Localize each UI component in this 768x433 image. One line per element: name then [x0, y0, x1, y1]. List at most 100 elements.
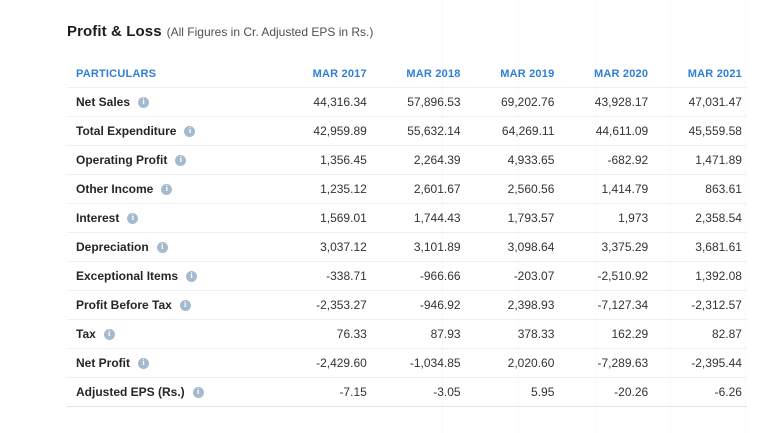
cell-value: -966.66	[419, 269, 461, 283]
cell-value: -2,353.27	[316, 298, 367, 312]
cell-value: 57,896.53	[407, 95, 461, 109]
info-icon[interactable]: i	[175, 154, 187, 166]
cell-value: 2,601.67	[413, 182, 461, 196]
info-icon[interactable]: i	[127, 212, 139, 224]
info-icon[interactable]: i	[156, 241, 168, 253]
column-header-mar-2020: MAR 2020	[594, 68, 649, 80]
cell-value: -2,395.44	[691, 356, 742, 370]
row-label: Adjusted EPS (Rs.)	[76, 385, 185, 399]
cell-value: 2,020.60	[507, 356, 555, 370]
cell-value: 44,611.09	[595, 124, 649, 138]
row-label-cell: Depreciation i	[67, 240, 278, 254]
cell-value: -2,312.57	[691, 298, 742, 312]
cell-value: 2,264.39	[413, 153, 461, 167]
row-label: Depreciation	[76, 240, 149, 254]
cell-value: 3,101.89	[413, 240, 461, 254]
table-row-tax: Tax i 76.33 87.93 378.33 162.29 82.87	[67, 320, 747, 349]
background-gridline	[518, 0, 519, 433]
cell-value: 1,414.79	[601, 182, 649, 196]
cell-value: 1,569.01	[320, 211, 367, 225]
cell-value: 43,928.17	[594, 95, 649, 109]
row-label-cell: Interest i	[67, 211, 278, 225]
cell-value: 3,037.12	[320, 240, 367, 254]
cell-value: 87.93	[430, 327, 461, 341]
row-label: Other Income	[76, 182, 154, 196]
cell-value: -20.26	[614, 385, 649, 399]
row-label-cell: Net Sales i	[67, 95, 278, 109]
row-label: Exceptional Items	[76, 269, 179, 283]
cell-value: 378.33	[517, 327, 555, 341]
row-label-cell: Tax i	[67, 327, 278, 341]
row-label-cell: Adjusted EPS (Rs.) i	[67, 385, 278, 399]
table-row-profit-before-tax: Profit Before Tax i -2,353.27 -946.92 2,…	[67, 291, 747, 320]
column-header-mar-2019: MAR 2019	[500, 68, 555, 80]
cell-value: 47,031.47	[688, 95, 742, 109]
cell-value: 1,744.43	[413, 211, 461, 225]
cell-value: 863.61	[705, 182, 742, 196]
row-label: Operating Profit	[76, 153, 168, 167]
info-icon[interactable]: i	[184, 125, 196, 137]
row-label: Net Profit	[76, 356, 130, 370]
cell-value: 162.29	[611, 327, 649, 341]
page-title: Profit & Loss	[67, 23, 162, 40]
info-icon[interactable]: i	[138, 96, 150, 108]
cell-value: 69,202.76	[501, 95, 555, 109]
cell-value: -7,289.63	[597, 356, 649, 370]
table-row-net-sales: Net Sales i 44,316.34 57,896.53 69,202.7…	[67, 88, 747, 117]
row-label: Total Expenditure	[76, 124, 177, 138]
cell-value: 55,632.14	[407, 124, 461, 138]
cell-value: 42,959.89	[313, 124, 367, 138]
cell-value: 1,973	[618, 211, 649, 225]
row-label-cell: Exceptional Items i	[67, 269, 278, 283]
info-icon[interactable]: i	[179, 299, 191, 311]
row-label: Interest	[76, 211, 120, 225]
row-label: Tax	[76, 327, 96, 341]
cell-value: 3,098.64	[507, 240, 555, 254]
cell-value: 82.87	[711, 327, 742, 341]
cell-value: 44,316.34	[313, 95, 367, 109]
cell-value: -7,127.34	[597, 298, 649, 312]
info-icon[interactable]: i	[186, 270, 198, 282]
cell-value: 1,793.57	[507, 211, 555, 225]
cell-value: 5.95	[531, 385, 555, 399]
cell-value: -3.05	[433, 385, 461, 399]
cell-value: 2,398.93	[507, 298, 555, 312]
cell-value: 4,933.65	[507, 153, 555, 167]
cell-value: 3,681.61	[695, 240, 742, 254]
column-header-mar-2017: MAR 2017	[312, 68, 367, 80]
cell-value: 3,375.29	[601, 240, 649, 254]
row-label-cell: Operating Profit i	[67, 153, 278, 167]
cell-value: -682.92	[607, 153, 649, 167]
background-gridline	[442, 0, 443, 433]
content-area: Profit & Loss (All Figures in Cr. Adjuste…	[67, 23, 747, 407]
page-subtitle: (All Figures in Cr. Adjusted EPS in Rs.)	[166, 25, 374, 39]
table-row-interest: Interest i 1,569.01 1,744.43 1,793.57 1,…	[67, 204, 747, 233]
row-label-cell: Total Expenditure i	[67, 124, 278, 138]
cell-value: -1,034.85	[409, 356, 461, 370]
row-label-cell: Other Income i	[67, 182, 278, 196]
background-gridline	[595, 0, 596, 433]
cell-value: -946.92	[419, 298, 461, 312]
table-row-depreciation: Depreciation i 3,037.12 3,101.89 3,098.6…	[67, 233, 747, 262]
info-icon[interactable]: i	[161, 183, 173, 195]
column-header-particulars: PARTICULARS	[76, 68, 157, 80]
info-icon[interactable]: i	[138, 357, 149, 369]
cell-value: 1,471.89	[695, 153, 742, 167]
cell-value: 1,392.08	[695, 269, 742, 283]
profit-loss-table: PARTICULARS MAR 2017 MAR 2018 MAR 2019 M…	[67, 61, 747, 407]
cell-value: -203.07	[513, 269, 555, 283]
table-row-total-expenditure: Total Expenditure i 42,959.89 55,632.14 …	[67, 117, 747, 146]
info-icon[interactable]: i	[192, 386, 204, 398]
cell-value: -2,510.92	[597, 269, 649, 283]
info-icon[interactable]: i	[103, 328, 115, 340]
cell-value: 45,559.58	[688, 124, 742, 138]
cell-value: 2,560.56	[507, 182, 555, 196]
column-header-mar-2018: MAR 2018	[406, 68, 461, 80]
column-header-mar-2021: MAR 2021	[687, 68, 742, 80]
cell-value: 2,358.54	[695, 211, 742, 225]
row-label: Profit Before Tax	[76, 298, 172, 312]
cell-value: -2,429.60	[316, 356, 367, 370]
row-label-cell: Profit Before Tax i	[67, 298, 278, 312]
table-row-adjusted-eps: Adjusted EPS (Rs.) i -7.15 -3.05 5.95 -2…	[67, 378, 747, 407]
